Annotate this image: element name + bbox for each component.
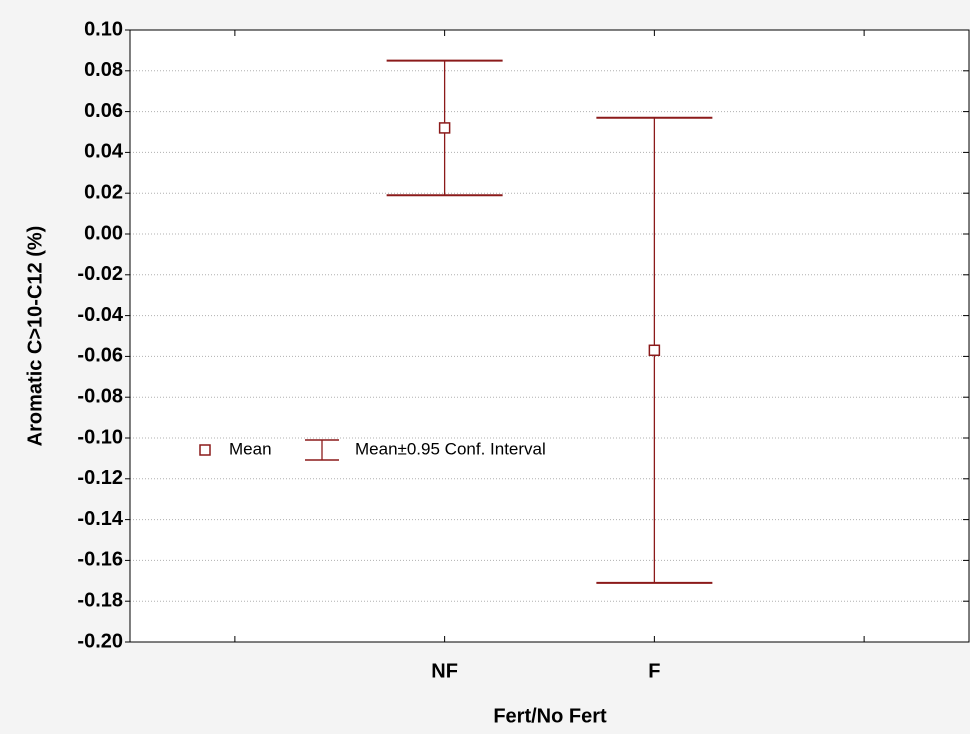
y-tick-label: -0.16 [77, 549, 123, 571]
y-tick-label: -0.02 [77, 263, 123, 285]
plot-background [130, 30, 969, 642]
y-tick-label: -0.10 [77, 426, 123, 448]
legend-marker [199, 444, 211, 456]
y-tick-label: -0.14 [77, 508, 123, 530]
x-tick-label: NF [431, 660, 458, 682]
y-tick-label: -0.04 [77, 304, 123, 326]
y-tick-label: -0.18 [77, 589, 123, 611]
y-tick-label: -0.20 [77, 630, 123, 652]
y-tick-label: 0.00 [84, 222, 123, 244]
y-tick-label: 0.10 [84, 18, 123, 40]
legend-label: Mean [229, 439, 272, 458]
mean-marker [438, 122, 451, 134]
y-tick-label: 0.08 [84, 59, 123, 81]
y-axis-title: Aromatic C>10-C12 (%) [24, 226, 46, 447]
y-tick-label: -0.06 [77, 345, 123, 367]
y-tick-label: -0.12 [77, 467, 123, 489]
legend-label: Mean±0.95 Conf. Interval [355, 439, 546, 458]
x-tick-label: F [648, 660, 660, 682]
x-axis-title: Fert/No Fert [493, 705, 607, 727]
plot-frame [129, 29, 970, 643]
y-tick-label: -0.08 [77, 385, 123, 407]
mean-marker [648, 344, 661, 357]
y-tick-label: 0.04 [84, 141, 124, 163]
y-tick-label: 0.06 [84, 100, 123, 122]
y-tick-label: 0.02 [84, 181, 123, 203]
